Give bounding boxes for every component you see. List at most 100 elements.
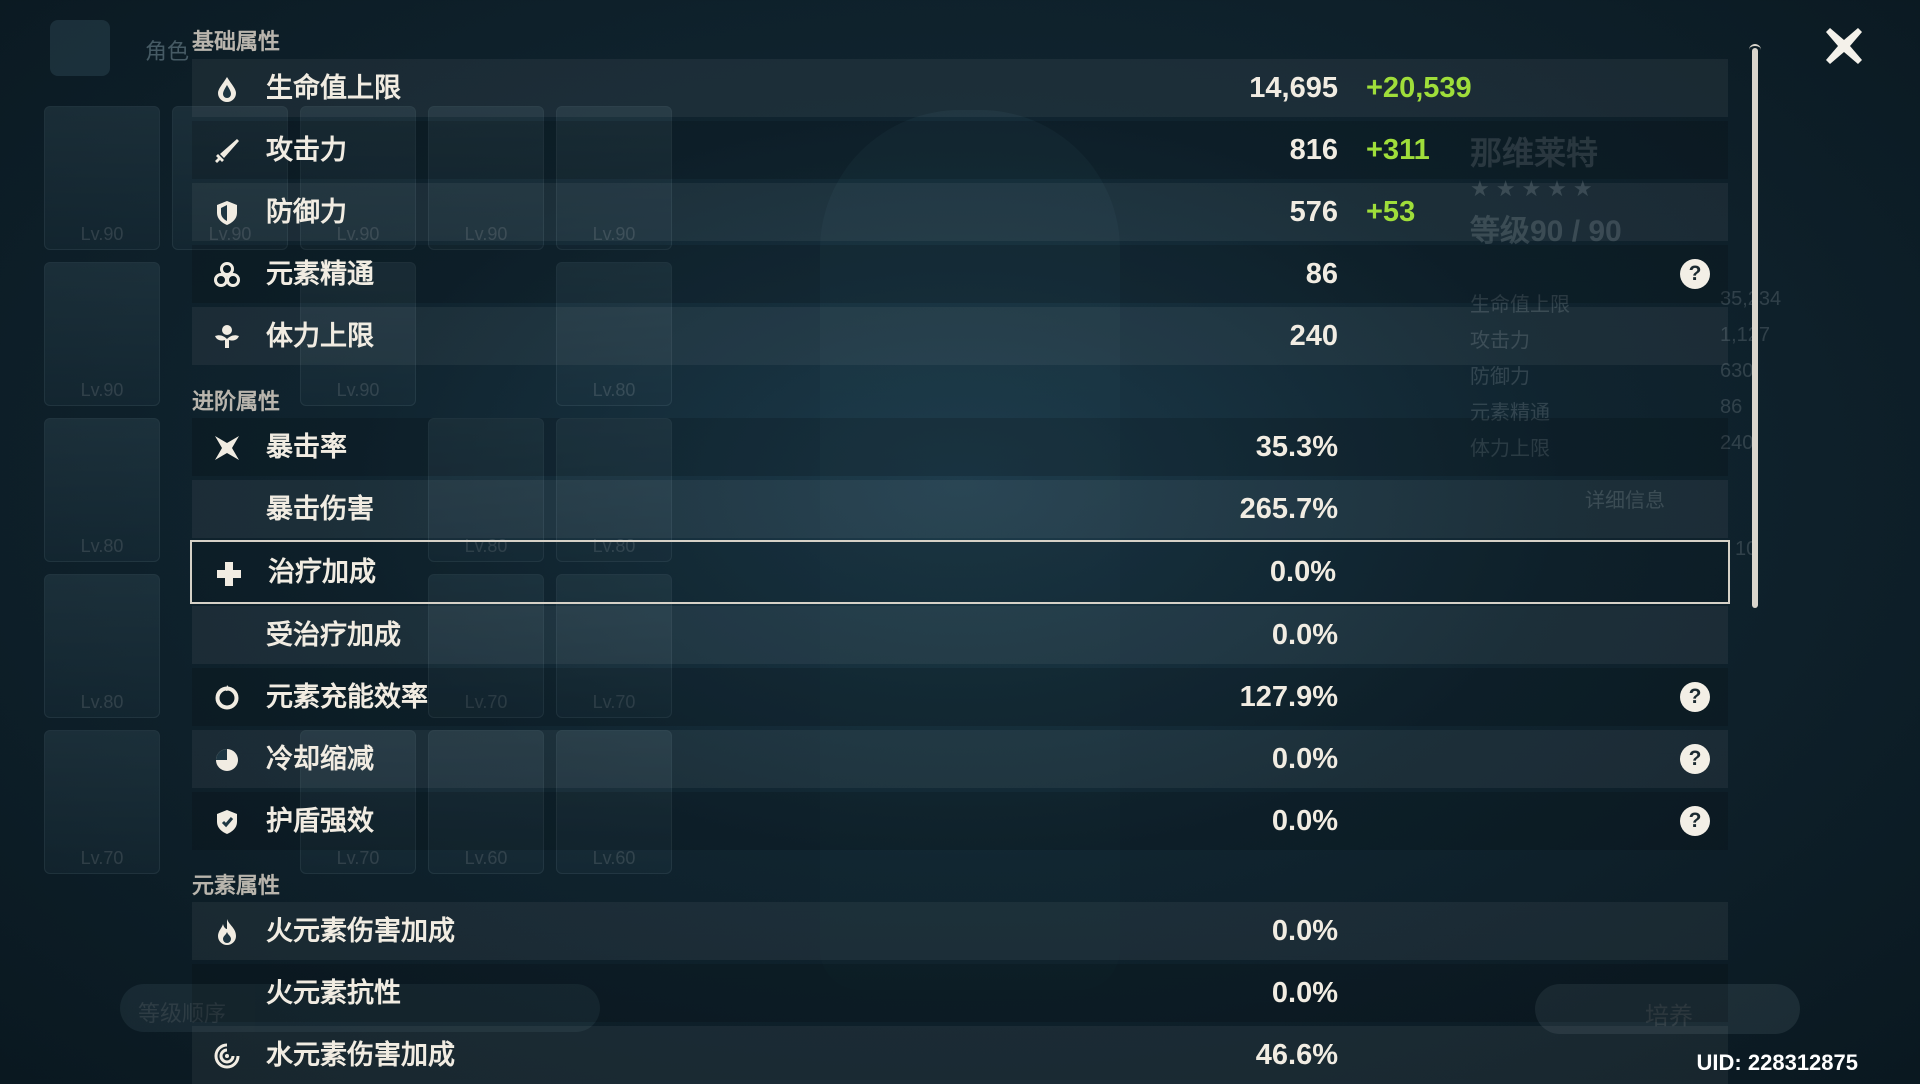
bg-stat-label: 元素精通	[1470, 402, 1550, 424]
scrollbar[interactable]	[1752, 48, 1758, 608]
healing-cross-icon	[214, 559, 244, 589]
character-card[interactable]: Lv.90	[428, 106, 544, 250]
energy-recharge-icon	[212, 683, 242, 713]
stat-row-energy-recharge[interactable]: 元素充能效率 127.9% ?	[192, 668, 1728, 726]
section-title-elemental: 元素属性	[192, 873, 281, 898]
character-card[interactable]: Lv.90	[300, 106, 416, 250]
stat-row-hp[interactable]: 生命值上限 14,695 +20,539	[192, 59, 1728, 117]
character-grid: Lv.90 Lv.90 Lv.90 Lv.90 Lv.90 Lv.90 Lv.9…	[44, 106, 674, 976]
section-title-base: 基础属性	[192, 29, 281, 54]
stat-label: 体力上限	[266, 321, 374, 351]
character-card[interactable]: Lv.70	[428, 574, 544, 718]
develop-label: 培养	[1645, 1003, 1693, 1030]
character-card[interactable]: Lv.80	[44, 418, 160, 562]
help-icon[interactable]: ?	[1680, 744, 1710, 774]
stat-value: 0.0%	[1269, 556, 1336, 588]
bg-stat-label: 体力上限	[1470, 438, 1550, 460]
stat-value: 0.0%	[1271, 805, 1338, 837]
card-level: Lv.70	[336, 848, 380, 868]
stat-value: 265.7%	[1239, 493, 1338, 525]
stat-row-incoming-healing[interactable]: 受治疗加成 0.0%	[192, 606, 1728, 664]
character-card[interactable]: Lv.90	[172, 106, 288, 250]
character-card[interactable]: Lv.90	[44, 106, 160, 250]
stat-row-healing-bonus[interactable]: 治疗加成 0.0%	[190, 540, 1730, 604]
attribute-panel: 基础属性 生命值上限 14,695 +20,539 攻击力 816 +311 防…	[190, 0, 1730, 1084]
bg-stat-value: 240	[1720, 432, 1754, 454]
card-level: Lv.80	[592, 380, 636, 400]
card-level: Lv.60	[592, 848, 636, 868]
stat-value: 35.3%	[1255, 431, 1338, 463]
stat-bonus: +53	[1366, 196, 1416, 228]
stat-value: 86	[1305, 258, 1338, 290]
help-icon[interactable]: ?	[1680, 259, 1710, 289]
pyro-icon	[212, 917, 242, 947]
stat-row-crit-dmg[interactable]: 暴击伤害 265.7%	[192, 480, 1728, 538]
scrollbar-cap	[1749, 44, 1761, 52]
stat-bonus: +20,539	[1366, 72, 1472, 104]
bg-stat-label: 防御力	[1470, 366, 1530, 388]
character-card[interactable]: Lv.80	[428, 418, 544, 562]
stat-value: 816	[1289, 134, 1338, 166]
card-level: Lv.90	[464, 224, 508, 244]
stat-label: 火元素伤害加成	[266, 916, 455, 946]
card-level: Lv.60	[464, 848, 508, 868]
character-card[interactable]: Lv.70	[44, 730, 160, 874]
stat-label: 火元素抗性	[266, 978, 401, 1008]
bg-stat-value: 86	[1720, 396, 1743, 418]
stat-label: 治疗加成	[268, 557, 376, 587]
close-button[interactable]	[1820, 22, 1868, 70]
stat-row-pyro-dmg[interactable]: 火元素伤害加成 0.0%	[192, 902, 1728, 960]
stat-value: 0.0%	[1271, 743, 1338, 775]
stat-value: 0.0%	[1271, 915, 1338, 947]
stat-label: 水元素伤害加成	[266, 1040, 455, 1070]
stat-row-stamina[interactable]: 体力上限 240	[192, 307, 1728, 365]
character-card[interactable]: Lv.90	[44, 262, 160, 406]
character-card[interactable]: Lv.90	[300, 262, 416, 406]
card-level: Lv.70	[80, 848, 124, 868]
faded-tab-title: 角色	[145, 39, 190, 64]
character-card[interactable]: Lv.60	[556, 730, 672, 874]
character-card[interactable]: Lv.70	[300, 730, 416, 874]
card-level: Lv.80	[80, 536, 124, 556]
stat-value: 0.0%	[1271, 619, 1338, 651]
card-level: Lv.90	[80, 224, 124, 244]
card-level: Lv.90	[336, 224, 380, 244]
stat-row-shield-strength[interactable]: 护盾强效 0.0% ?	[192, 792, 1728, 850]
stat-row-cd-reduction[interactable]: 冷却缩减 0.0% ?	[192, 730, 1728, 788]
stat-label: 元素精通	[266, 259, 374, 289]
sort-label: 等级顺序	[138, 1001, 227, 1026]
stat-value: 240	[1289, 320, 1338, 352]
stat-row-hydro-dmg[interactable]: 水元素伤害加成 46.6%	[192, 1026, 1728, 1084]
stat-row-crit-rate[interactable]: 暴击率 35.3%	[192, 418, 1728, 476]
character-card[interactable]: Lv.80	[556, 262, 672, 406]
constellation-value: 10	[1735, 538, 1758, 560]
stat-value: 14,695	[1249, 72, 1338, 104]
character-card[interactable]: Lv.80	[44, 574, 160, 718]
character-card[interactable]: Lv.90	[556, 106, 672, 250]
character-card[interactable]: Lv.70	[556, 574, 672, 718]
bg-stat-value: 35,234	[1720, 288, 1782, 310]
character-level: 等级90 / 90	[1470, 215, 1622, 248]
help-icon[interactable]: ?	[1680, 806, 1710, 836]
stat-row-pyro-res[interactable]: 火元素抗性 0.0%	[192, 964, 1728, 1022]
card-level: Lv.90	[80, 380, 124, 400]
stat-row-def[interactable]: 防御力 576 +53	[192, 183, 1728, 241]
stat-label: 攻击力	[266, 135, 347, 165]
details-button[interactable]: 详细信息	[1585, 490, 1665, 512]
bg-stat-label: 生命值上限	[1470, 294, 1570, 316]
help-icon[interactable]: ?	[1680, 682, 1710, 712]
sort-dropdown[interactable]: 等级顺序	[120, 984, 600, 1032]
stamina-icon	[212, 322, 242, 352]
develop-button[interactable]: 培养	[1535, 984, 1800, 1034]
stat-row-em[interactable]: 元素精通 86 ?	[192, 245, 1728, 303]
character-card[interactable]: Lv.60	[428, 730, 544, 874]
close-icon	[1826, 28, 1862, 64]
stat-row-atk[interactable]: 攻击力 816 +311	[192, 121, 1728, 179]
stat-label: 冷却缩减	[266, 744, 374, 774]
stat-label: 生命值上限	[266, 73, 401, 103]
crit-rate-icon	[212, 433, 242, 463]
stat-label: 暴击率	[266, 432, 347, 462]
hydro-icon	[212, 1041, 242, 1071]
elemental-mastery-icon	[212, 260, 242, 290]
stat-value: 46.6%	[1255, 1039, 1338, 1071]
